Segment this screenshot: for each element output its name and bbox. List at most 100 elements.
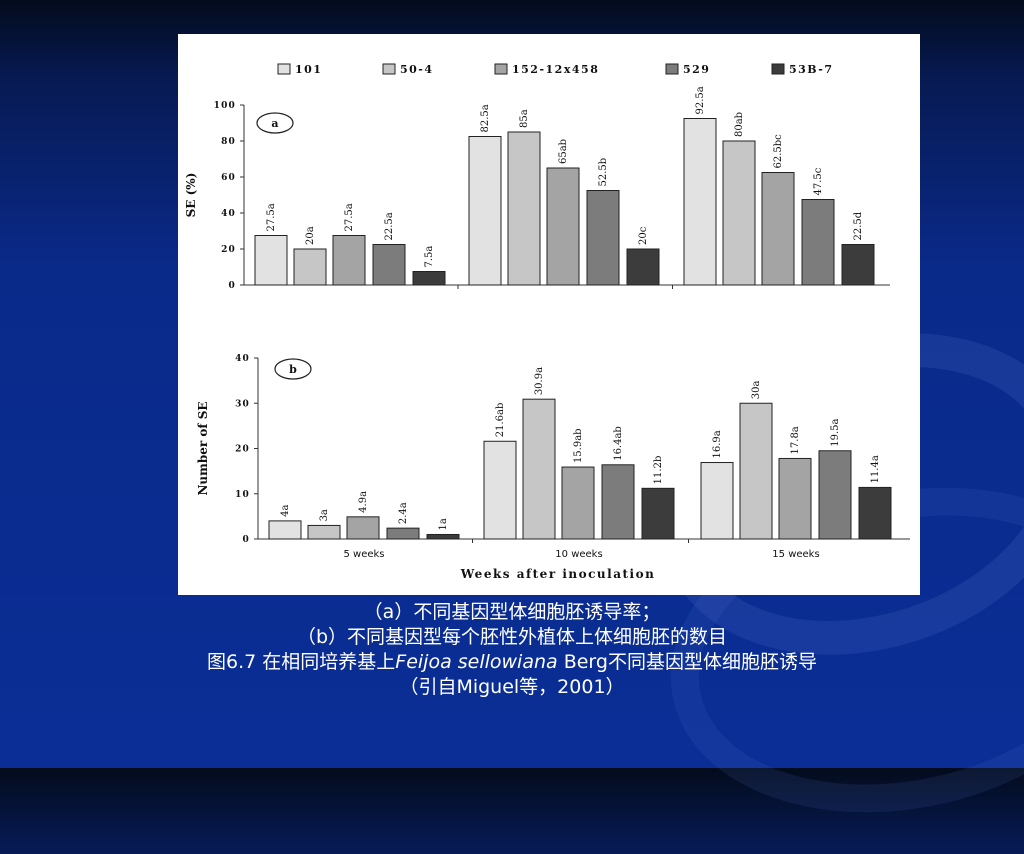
data-label-b-0-1: 3a [319,509,330,521]
data-label-b-2-4: 11.4a [870,455,881,483]
y-tick-label-b-1: 10 [235,490,250,500]
data-label-a-2-2: 62.5bc [773,134,784,169]
panel-label-b: b [289,363,297,376]
caption-line-b: （b）不同基因型每个胚性外植体上体细胞胚的数目 [296,626,728,648]
data-label-b-2-2: 17.8a [790,426,801,454]
legend-label-0: 101 [295,63,322,76]
data-label-a-2-4: 22.5d [853,211,864,240]
data-label-b-2-0: 16.9a [712,430,723,458]
x-category-label-1: 10 weeks [555,549,602,560]
y-tick-label-a-3: 60 [221,173,236,183]
bar-b-1-1 [522,398,556,540]
bar-b-0-1 [307,524,341,540]
bar-a-2-4 [841,244,875,286]
bar-a-0-2 [332,235,366,286]
bar-a-2-3 [801,199,835,286]
data-label-b-1-1: 30.9a [534,367,545,395]
bar-b-1-3 [601,464,635,540]
legend-label-2: 152-12x458 [512,63,599,76]
y-tick-label-a-1: 20 [221,245,236,255]
caption-title-prefix: 图6.7 在相同培养基上 [207,651,396,673]
bar-a-2-0 [683,118,717,286]
bar-b-1-0 [483,440,517,540]
legend-swatch-0 [277,63,291,75]
bar-b-2-2 [778,457,812,540]
data-label-a-1-3: 52.5b [598,158,609,187]
legend-label-3: 529 [683,63,710,76]
data-label-b-0-0: 4a [280,505,291,517]
bar-b-2-3 [818,450,852,540]
bar-a-0-4 [412,271,446,286]
data-label-b-1-4: 11.2b [653,456,664,485]
bar-b-2-1 [739,402,773,540]
legend-label-1: 50-4 [400,63,434,76]
y-tick-label-a-5: 100 [214,101,236,111]
bar-a-1-1 [507,131,541,286]
panel-label-circle-b [274,358,312,380]
bar-b-1-2 [561,466,595,540]
data-label-b-1-0: 21.6ab [495,403,506,438]
data-label-a-1-4: 20c [638,226,649,245]
bar-a-1-3 [586,190,620,286]
data-label-a-0-0: 27.5a [266,203,277,231]
bar-b-2-4 [858,486,892,540]
bar-a-1-2 [546,167,580,286]
legend-swatch-2 [494,63,508,75]
bar-a-0-0 [254,235,288,286]
figure-caption: （a）不同基因型体细胞胚诱导率； （b）不同基因型每个胚性外植体上体细胞胚的数目… [0,600,1024,700]
data-label-a-0-4: 7.5a [424,246,435,268]
data-label-b-0-2: 4.9a [358,491,369,513]
legend-swatch-4 [771,63,785,75]
data-label-b-0-3: 2.4a [398,502,409,524]
bar-a-1-4 [626,248,660,286]
y-axis-title-b: Number of SE [196,401,210,495]
data-label-a-1-2: 65ab [558,139,569,164]
bar-b-0-3 [386,527,420,540]
bar-a-2-2 [761,172,795,286]
figure-panel: 101 50-4 152-12x458 529 53B-7 0 20 40 60 80 100 SE … [178,34,920,595]
data-label-b-2-1: 30a [751,381,762,400]
bar-b-0-4 [426,533,460,540]
caption-line-title: 图6.7 在相同培养基上Feijoa sellowiana Berg不同基因型体… [0,650,1024,675]
x-category-label-0: 5 weeks [343,549,384,560]
data-label-a-0-1: 20a [305,226,316,245]
data-label-a-0-3: 22.5a [384,212,395,240]
legend-swatch-1 [382,63,396,75]
legend-label-4: 53B-7 [789,63,834,76]
data-label-a-1-1: 85a [519,109,530,128]
data-label-a-2-3: 47.5c [813,167,824,195]
y-axis-title-a: SE (%) [184,173,198,218]
caption-title-suffix: Berg不同基因型体细胞胚诱导 [557,651,817,673]
bar-a-1-0 [468,136,502,286]
data-label-b-2-3: 19.5a [830,418,841,446]
caption-line-a: （a）不同基因型体细胞胚诱导率； [363,601,661,623]
y-tick-label-a-4: 80 [221,137,236,147]
panel-label-a: a [271,117,278,130]
bar-charts-svg: 101 50-4 152-12x458 529 53B-7 0 20 40 60 80 100 SE … [184,63,910,581]
x-category-label-2: 15 weeks [772,549,819,560]
data-label-a-2-0: 92.5a [695,86,706,114]
caption-citation: （引自Miguel等，2001） [399,676,625,698]
bar-a-0-1 [293,248,327,286]
y-tick-label-b-2: 20 [235,445,250,455]
data-label-b-1-3: 16.4ab [613,426,624,461]
data-label-a-0-2: 27.5a [344,203,355,231]
x-axis-title: Weeks after inoculation [460,567,656,581]
bar-b-0-0 [268,520,302,540]
y-tick-label-b-4: 40 [235,354,250,364]
data-label-b-1-2: 15.9ab [573,428,584,463]
panel-label-circle-a [256,112,294,134]
bar-b-0-2 [346,516,380,540]
bar-b-1-4 [641,487,675,540]
bar-a-2-1 [722,140,756,286]
bar-b-2-0 [700,462,734,540]
y-tick-label-a-2: 40 [221,209,236,219]
legend-swatch-3 [665,63,679,75]
data-label-a-1-0: 82.5a [480,104,491,132]
data-label-a-2-1: 80ab [734,112,745,137]
caption-species-name: Feijoa sellowiana [395,651,558,673]
y-tick-label-a-0: 0 [229,281,236,291]
data-label-b-0-4: 1a [438,518,449,530]
bar-a-0-3 [372,244,406,286]
y-tick-label-b-3: 30 [235,399,250,409]
